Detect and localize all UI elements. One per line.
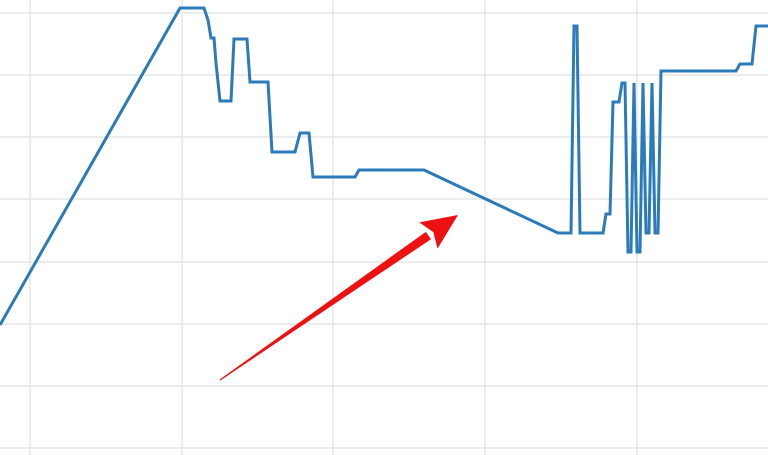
chart-series (0, 6, 768, 326)
chart-annotations (219, 215, 458, 381)
arrow-head (419, 215, 458, 249)
series-line (0, 6, 768, 326)
arrow-shaft (219, 231, 431, 381)
